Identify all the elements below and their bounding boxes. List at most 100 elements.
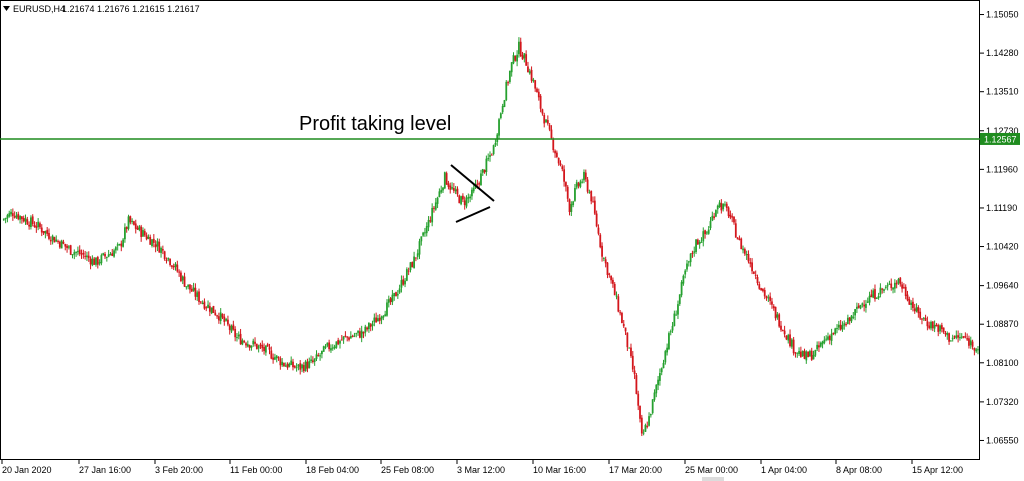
triangle-down-icon[interactable] — [3, 6, 10, 11]
bull-candle — [666, 347, 669, 353]
bear-candle — [921, 318, 923, 320]
bear-candle — [781, 329, 784, 331]
bull-candle — [532, 79, 535, 82]
bear-candle — [66, 245, 68, 249]
bull-candle — [798, 350, 800, 355]
bear-candle — [46, 229, 49, 234]
bear-candle — [57, 240, 59, 242]
bear-candle — [490, 154, 493, 156]
bear-candle — [194, 287, 197, 297]
bear-candle — [13, 216, 16, 218]
bear-candle — [89, 258, 92, 265]
bear-candle — [82, 252, 85, 255]
bear-candle — [217, 316, 220, 321]
bear-candle — [557, 157, 560, 164]
bear-candle — [543, 114, 546, 124]
bear-candle — [519, 41, 522, 57]
bear-candle — [778, 314, 781, 327]
bull-candle — [893, 282, 896, 289]
bear-candle — [125, 227, 128, 230]
bear-candle — [785, 335, 788, 340]
bear-candle — [635, 375, 638, 394]
bear-candle — [62, 241, 65, 244]
bear-candle — [277, 357, 280, 359]
bear-candle — [31, 216, 34, 225]
bull-candle — [124, 227, 126, 240]
bear-candle — [957, 335, 960, 338]
bull-candle — [846, 317, 849, 324]
time-tick-label: 25 Feb 08:00 — [381, 465, 434, 475]
bear-candle — [789, 334, 791, 347]
bull-candle — [827, 336, 829, 340]
time-axis[interactable]: 20 Jan 2020 27 Jan 16:00 3 Feb 20:00 11 Feb… — [1, 460, 963, 475]
bear-candle — [170, 265, 173, 267]
bull-candle — [380, 316, 383, 320]
bear-candle — [198, 291, 200, 302]
bear-candle — [530, 69, 533, 81]
bear-candle — [626, 332, 629, 348]
bull-candle — [236, 337, 238, 339]
bull-candle — [695, 239, 697, 252]
bear-candle — [599, 234, 602, 248]
bull-candle — [250, 345, 253, 348]
bear-candle — [429, 220, 432, 222]
bear-candle — [389, 298, 392, 302]
bear-candle — [612, 279, 614, 284]
price-tick-label: 1.12730 — [986, 126, 1019, 136]
time-tick-label: 11 Feb 00:00 — [230, 465, 282, 475]
bull-candle — [588, 192, 591, 194]
bull-candle — [264, 345, 267, 353]
bear-candle — [223, 316, 226, 322]
bear-candle — [593, 200, 596, 214]
bull-candle — [812, 354, 815, 360]
bear-candle — [39, 223, 41, 228]
bear-candle — [402, 279, 405, 285]
bear-candle — [760, 288, 763, 291]
bear-candle — [940, 325, 943, 330]
bear-candle — [366, 327, 368, 330]
bear-candle — [514, 55, 517, 61]
triangle-pattern[interactable] — [450, 164, 495, 223]
bull-candle — [109, 253, 112, 256]
bear-candle — [111, 253, 114, 256]
bull-candle — [147, 236, 150, 239]
bull-candle — [467, 197, 470, 199]
bull-candle — [210, 307, 213, 314]
price-axis[interactable]: 1.15050 1.14280 1.13510 1.12730 1.11960 1.111… — [980, 10, 1019, 446]
bear-candle — [729, 214, 732, 218]
bull-candle — [443, 172, 446, 189]
bull-candle — [884, 286, 887, 288]
bear-candle — [565, 182, 567, 187]
bull-candle — [355, 333, 358, 335]
bear-candle — [49, 239, 52, 242]
bull-candle — [301, 364, 303, 369]
bear-candle — [245, 343, 247, 346]
bull-candle — [498, 119, 500, 136]
bull-candle — [724, 204, 726, 206]
scroll-indicator[interactable] — [702, 477, 724, 481]
annotation-text: Profit taking level — [299, 113, 451, 135]
bull-candle — [73, 252, 76, 255]
ohlc-values: 1.21674 1.21676 1.21615 1.21617 — [62, 4, 200, 14]
bear-candle — [165, 259, 168, 261]
bull-candle — [897, 278, 900, 284]
time-tick-label: 25 Mar 00:00 — [685, 465, 738, 475]
bear-candle — [899, 277, 902, 285]
bear-candle — [577, 183, 580, 186]
bear-candle — [901, 284, 903, 289]
bear-candle — [554, 150, 556, 154]
bear-candle — [727, 207, 730, 216]
bull-candle — [834, 328, 837, 334]
bull-candle — [15, 215, 18, 218]
bear-candle — [20, 216, 23, 220]
bear-candle — [183, 276, 186, 287]
bear-candle — [176, 264, 179, 272]
bull-candle — [418, 241, 421, 255]
bull-candle — [427, 219, 430, 228]
bull-candle — [854, 309, 856, 316]
bull-candle — [398, 288, 401, 293]
bull-candle — [349, 336, 352, 339]
bear-candle — [311, 360, 314, 363]
